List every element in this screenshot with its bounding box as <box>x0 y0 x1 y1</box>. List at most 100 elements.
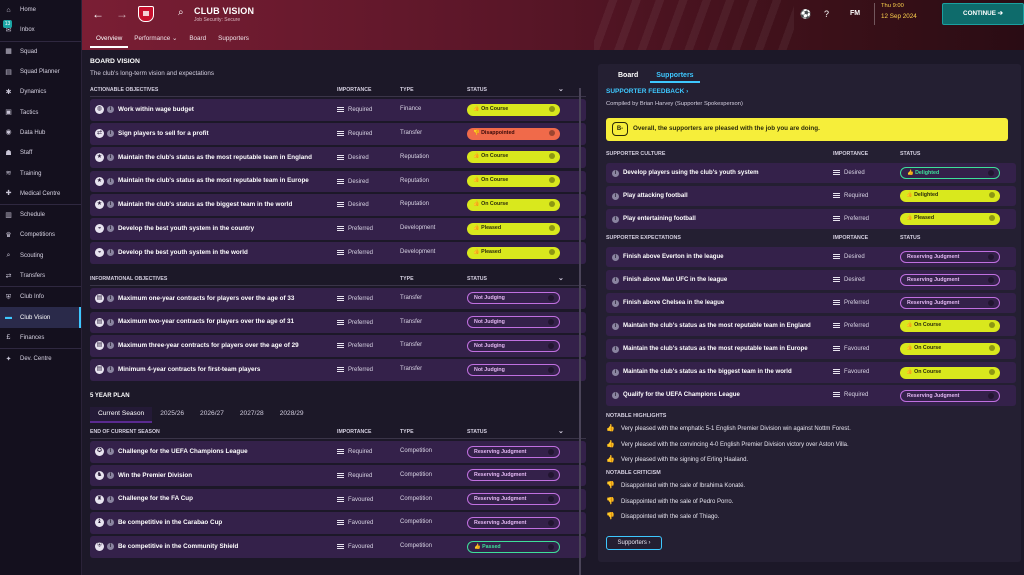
sidebar-item-transfers[interactable]: ⇄ Transfers <box>0 266 81 286</box>
sidebar-item-staff[interactable]: ☗ Staff <box>0 143 81 163</box>
supporter-row[interactable]: i Finish above Everton in the league Desir… <box>606 246 1016 268</box>
objective-row[interactable]: ♝ i Be competitive in the Carabao Cup Favou… <box>90 512 586 534</box>
info-icon[interactable]: i <box>107 294 114 302</box>
info-icon[interactable]: i <box>107 519 114 527</box>
supporter-row[interactable]: i Maintain the club's status as the most … <box>606 315 1016 337</box>
status-badge[interactable]: Reserving Judgment <box>900 274 1000 287</box>
sidebar-item-dynamics[interactable]: ✱ Dynamics <box>0 82 81 102</box>
supporters-button[interactable]: Supporters › <box>606 536 662 550</box>
sidebar-item-competitions[interactable]: ♛ Competitions <box>0 225 81 245</box>
status-badge[interactable]: Reserving Judgment <box>467 493 560 506</box>
panel-tab-board[interactable]: Board <box>618 72 639 79</box>
supporter-row[interactable]: i Develop players using the club's youth … <box>606 162 1016 184</box>
info-icon[interactable]: i <box>612 169 619 177</box>
status-badge[interactable]: Not Judging <box>467 316 560 329</box>
status-badge[interactable]: 👍 On Course <box>467 103 560 116</box>
plan-tab-current-season[interactable]: Current Season <box>90 406 153 423</box>
status-badge[interactable]: 👍 On Course <box>900 320 1000 333</box>
info-icon[interactable]: i <box>107 153 114 161</box>
forward-arrow-icon[interactable]: → <box>116 7 128 21</box>
objective-row[interactable]: ★ i Maintain the club's status as the bigg… <box>90 194 586 216</box>
status-badge[interactable]: Reserving Judgment <box>900 251 1000 264</box>
info-icon[interactable]: i <box>107 318 114 326</box>
info-icon[interactable]: i <box>612 253 619 261</box>
sidebar-item-tactics[interactable]: ▣ Tactics <box>0 102 81 122</box>
sidebar-item-club-vision[interactable]: ▬ Club Vision <box>0 307 81 329</box>
status-badge[interactable]: 👍 On Course <box>900 343 1000 356</box>
info-icon[interactable]: i <box>612 299 619 307</box>
objective-row[interactable]: ◍ i Work within wage budget Required Finance… <box>90 99 586 121</box>
supporter-row[interactable]: i Maintain the club's status as the most … <box>606 338 1016 360</box>
tab-overview[interactable]: Overview <box>90 32 129 48</box>
status-badge[interactable]: 👍 On Course <box>900 366 1000 379</box>
info-icon[interactable]: i <box>107 543 114 551</box>
objective-row[interactable]: ⛨ i Be competitive in the Community Shield… <box>90 536 586 558</box>
supporter-row[interactable]: i Maintain the club's status as the bigge… <box>606 362 1016 383</box>
sidebar-item-medical-centre[interactable]: ✚ Medical Centre <box>0 184 81 204</box>
search-icon[interactable]: ⌕ <box>178 7 184 18</box>
objective-row[interactable]: ✪ i Challenge for the UEFA Champions Leagu… <box>90 441 586 463</box>
plan-tab-2028-29[interactable]: 2028/29 <box>279 409 304 417</box>
sidebar-item-dev-centre[interactable]: ✦ Dev. Centre <box>0 349 81 369</box>
info-icon[interactable]: i <box>107 448 114 456</box>
info-icon[interactable]: i <box>107 106 114 114</box>
status-badge[interactable]: Reserving Judgment <box>467 445 560 458</box>
info-icon[interactable]: i <box>107 201 114 209</box>
sidebar-item-squad[interactable]: ▦ Squad <box>0 42 81 62</box>
supporter-row[interactable]: i Finish above Chelsea in the league Prefe… <box>606 292 1016 314</box>
info-icon[interactable]: i <box>107 495 114 503</box>
ball-icon[interactable]: ⚽ <box>800 9 812 19</box>
status-badge[interactable]: 👍 Pleased <box>467 222 560 235</box>
supporter-feedback-link[interactable]: SUPPORTER FEEDBACK › <box>606 88 689 95</box>
supporter-row[interactable]: i Play entertaining football Preferred 👍 Pl… <box>606 208 1016 230</box>
status-badge[interactable]: Reserving Judgment <box>467 469 560 482</box>
status-badge[interactable]: Not Judging <box>467 339 560 352</box>
objective-row[interactable]: ▤ i Maximum three-year contracts for playe… <box>90 335 586 357</box>
status-badge[interactable]: Reserving Judgment <box>900 297 1000 310</box>
supporter-row[interactable]: i Play attacking football Required 👍 Deligh… <box>606 185 1016 207</box>
tab-board[interactable]: Board <box>189 35 207 42</box>
objective-row[interactable]: ♜ i Challenge for the FA Cup Favoured Compet… <box>90 488 586 511</box>
info-icon[interactable]: i <box>107 130 114 138</box>
status-badge[interactable]: Reserving Judgment <box>900 389 1000 402</box>
status-badge[interactable]: 👍 Passed <box>467 540 560 553</box>
tab-supporters[interactable]: Supporters <box>218 35 249 42</box>
club-crest[interactable] <box>138 6 154 22</box>
plan-tab-2025-26[interactable]: 2025/26 <box>160 409 185 417</box>
fm-menu[interactable]: FM <box>850 10 861 17</box>
objective-row[interactable]: ▤ i Minimum 4-year contracts for first-tea… <box>90 359 586 381</box>
sidebar-item-inbox[interactable]: ✉ 13 Inbox <box>0 20 81 40</box>
info-icon[interactable]: i <box>107 177 114 185</box>
tab-performance[interactable]: Performance ⌄ <box>134 35 178 42</box>
info-icon[interactable]: i <box>107 342 114 350</box>
objective-row[interactable]: ◒ i Develop the best youth system in the c… <box>90 218 586 240</box>
info-icon[interactable]: i <box>612 276 619 284</box>
collapse-chevron-icon[interactable]: ⌄ <box>558 86 564 93</box>
info-icon[interactable]: i <box>107 471 114 479</box>
objective-row[interactable]: ▤ i Maximum one-year contracts for players… <box>90 287 586 310</box>
sidebar-item-home[interactable]: ⌂ Home <box>0 0 81 20</box>
panel-tab-supporters[interactable]: Supporters <box>650 70 700 83</box>
objective-row[interactable]: ★ i Maintain the club's status as the most… <box>90 170 586 193</box>
info-icon[interactable]: i <box>107 366 114 374</box>
supporter-row[interactable]: i Qualify for the UEFA Champions League Re… <box>606 385 1016 406</box>
objective-row[interactable]: ♞ i Win the Premier Division Required Compet… <box>90 464 586 487</box>
help-icon[interactable]: ? <box>824 9 830 19</box>
plan-tab-2026-27[interactable]: 2026/27 <box>200 409 224 417</box>
status-badge[interactable]: 👍 On Course <box>467 175 560 188</box>
status-badge[interactable]: Not Judging <box>467 292 560 305</box>
info-icon[interactable]: i <box>612 392 619 400</box>
back-arrow-icon[interactable]: ← <box>92 7 104 21</box>
info-icon[interactable]: i <box>107 249 114 257</box>
status-badge[interactable]: 👍 Delighted <box>900 190 1000 203</box>
supporter-row[interactable]: i Finish above Man UFC in the league Desir… <box>606 269 1016 291</box>
info-icon[interactable]: i <box>612 215 619 223</box>
info-icon[interactable]: i <box>612 192 619 200</box>
sidebar-item-scouting[interactable]: ⌕ Scouting <box>0 246 81 266</box>
status-badge[interactable]: 👍 On Course <box>467 151 560 164</box>
sidebar-item-club-info[interactable]: ⛨ Club Info <box>0 287 81 307</box>
sidebar-item-finances[interactable]: £ Finances <box>0 328 81 348</box>
info-icon[interactable]: i <box>107 225 114 233</box>
collapse-chevron-icon[interactable]: ⌄ <box>558 427 564 435</box>
status-badge[interactable]: Not Judging <box>467 363 560 376</box>
